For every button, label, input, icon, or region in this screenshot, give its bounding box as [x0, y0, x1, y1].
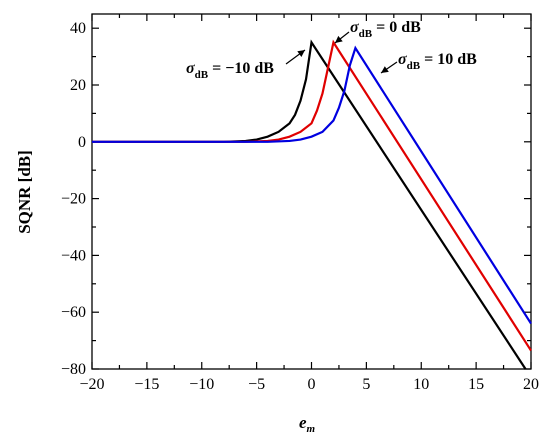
series-line-0: [92, 39, 527, 370]
annotation-arrowhead: [381, 66, 389, 73]
series-line-1: [92, 39, 532, 352]
annotation-value: = −10 dB: [208, 60, 274, 77]
x-tick-label: 5: [362, 376, 370, 393]
x-tick-label: −10: [189, 376, 214, 393]
y-tick-label: −80: [61, 361, 86, 378]
y-tick-label: −20: [61, 191, 86, 208]
x-axis-title-subscript: m: [306, 423, 315, 435]
annotation-arrowhead: [335, 35, 343, 43]
y-tick-label: −40: [61, 247, 86, 264]
y-tick-label: −60: [61, 304, 86, 321]
annotation-sigma: σ: [398, 51, 407, 68]
annotation-arrowhead: [297, 50, 305, 57]
annotation-sigma: σ: [186, 60, 195, 77]
x-axis-title-main: e: [299, 413, 307, 432]
annotation-sigma: σ: [350, 19, 359, 36]
y-axis-title: SQNR [dB]: [15, 150, 34, 234]
x-axis-title: em: [299, 413, 316, 435]
x-tick-label: 0: [308, 376, 316, 393]
series-annotation-1: σdB = 0 dB: [350, 19, 421, 40]
x-axis-ticks: −20 −15 −10 −5 0 5 10 15 20: [79, 14, 539, 393]
y-axis-ticks: −80 −60 −40 −20 0 20 40: [61, 20, 531, 378]
x-tick-label: 15: [468, 376, 484, 393]
y-tick-label: 0: [78, 134, 86, 151]
annotation-subscript: dB: [407, 60, 421, 72]
annotation-value: = 0 dB: [372, 19, 421, 36]
series-annotation-2: σdB = 10 dB: [398, 51, 477, 72]
series-annotation-0: σdB = −10 dB: [186, 60, 274, 81]
annotation-subscript: dB: [359, 28, 373, 40]
x-tick-label: −5: [248, 376, 265, 393]
x-tick-label: −20: [79, 376, 104, 393]
annotation-subscript: dB: [195, 69, 209, 81]
x-tick-label: −15: [134, 376, 159, 393]
x-tick-label: 20: [523, 376, 539, 393]
y-tick-label: 40: [70, 20, 86, 37]
y-tick-label: 20: [70, 77, 86, 94]
series-line-2: [92, 45, 532, 325]
annotation-value: = 10 dB: [420, 51, 477, 68]
series-layer: [92, 39, 532, 370]
x-tick-label: 10: [413, 376, 429, 393]
